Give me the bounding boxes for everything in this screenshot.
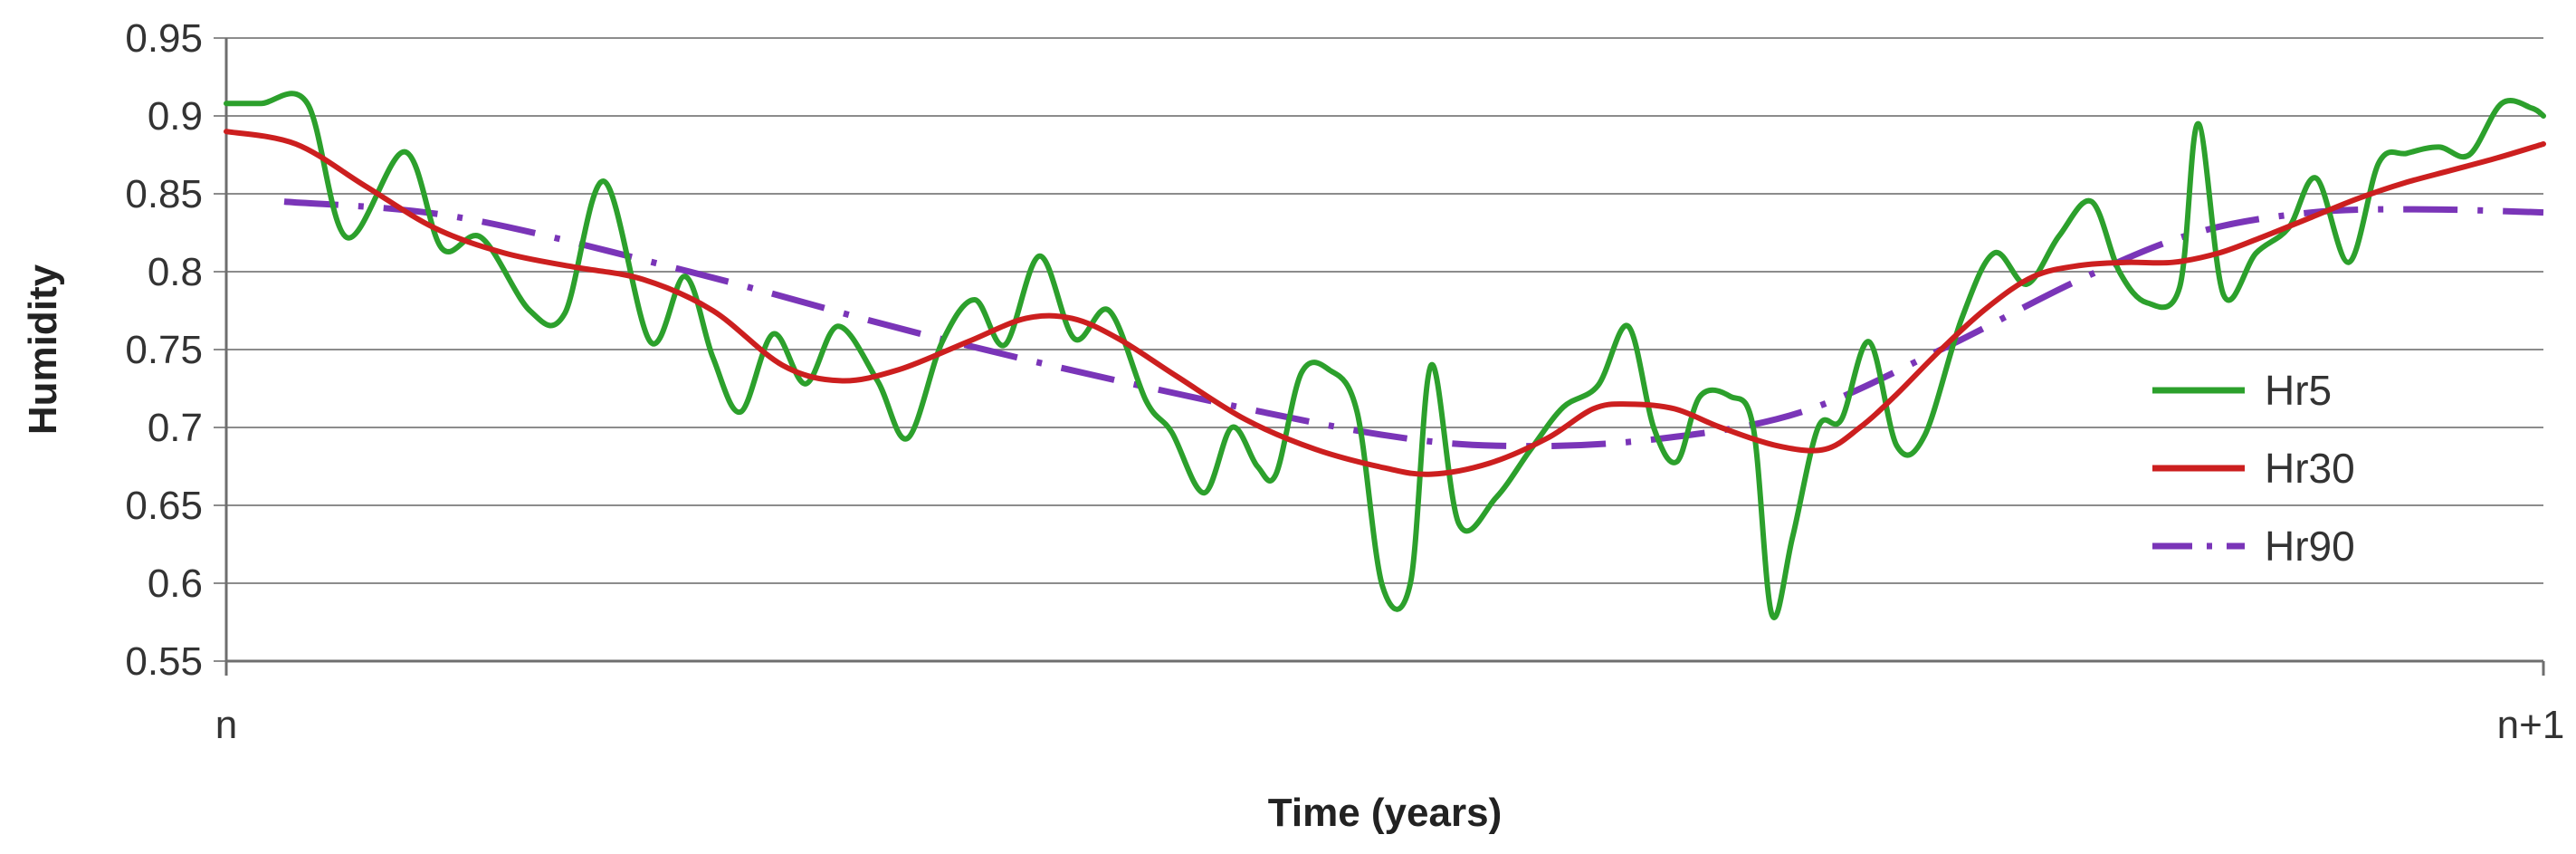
y-tick-label: 0.7 — [148, 406, 203, 450]
legend-label-hr90: Hr90 — [2265, 523, 2355, 570]
x-axis: n n+1 — [215, 38, 2565, 747]
y-axis-title: Humidity — [21, 264, 65, 435]
y-axis-ticks: 0.55 0.6 0.65 0.7 0.75 0.8 0.85 0.9 0.95 — [125, 16, 226, 684]
series-line-hr30 — [224, 129, 2546, 477]
legend: Hr5 Hr30 Hr90 — [2152, 367, 2355, 570]
y-tick-label: 0.8 — [148, 250, 203, 294]
y-tick-label: 0.6 — [148, 561, 203, 606]
legend-label-hr5: Hr5 — [2265, 367, 2332, 414]
y-tick-label: 0.95 — [125, 16, 203, 61]
y-tick-label: 0.75 — [125, 328, 203, 372]
y-tick-label: 0.85 — [125, 172, 203, 216]
y-tick-label: 0.65 — [125, 484, 203, 528]
y-tick-label: 0.55 — [125, 639, 203, 684]
x-axis-title: Time (years) — [1268, 791, 1502, 835]
series-lines — [224, 91, 2546, 620]
series-line-hr5 — [224, 91, 2546, 620]
y-tick-label: 0.9 — [148, 94, 203, 139]
series-line-hr90 — [283, 198, 2544, 450]
x-tick-label-end: n+1 — [2497, 703, 2565, 747]
legend-label-hr30: Hr30 — [2265, 445, 2355, 492]
x-tick-label-start: n — [215, 703, 237, 747]
